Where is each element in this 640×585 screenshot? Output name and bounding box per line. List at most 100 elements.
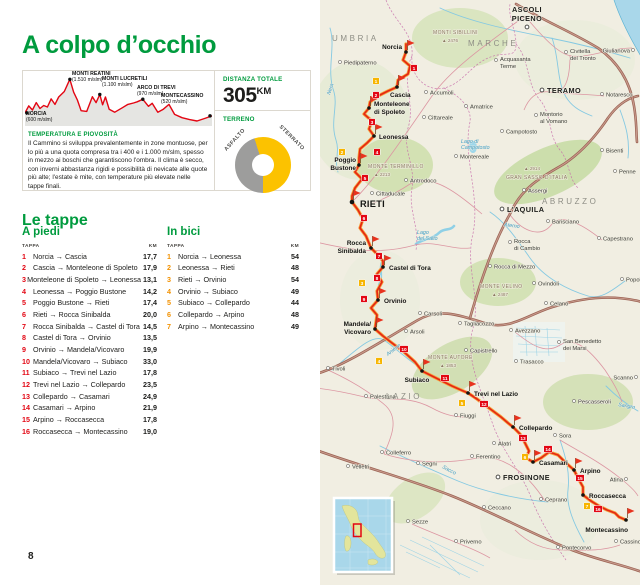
town-marker bbox=[522, 188, 526, 192]
stage-km: 19,0 bbox=[143, 426, 157, 436]
route-stop-label: di Spoleto bbox=[374, 109, 405, 116]
route-stop-dot bbox=[367, 106, 371, 110]
elevation-dots bbox=[25, 77, 212, 118]
walking-stage-badge-number: 14 bbox=[545, 447, 551, 453]
town-label: Popoli bbox=[626, 278, 640, 284]
town-marker bbox=[509, 328, 513, 332]
stage-route: Roccasecca → Montecassino bbox=[33, 426, 128, 436]
stage-km: 17,8 bbox=[143, 368, 157, 378]
town-label: Avezzano bbox=[515, 329, 540, 335]
roads-layer bbox=[320, 15, 639, 559]
stage-number: 4 bbox=[167, 286, 171, 296]
stage-row: 6 Rieti → Rocca Sinibalda 20,0 bbox=[22, 310, 157, 322]
stage-route: Rieti → Orvinio bbox=[178, 274, 227, 284]
walking-stage-badge-number: 9 bbox=[363, 297, 366, 303]
stage-row: 1 Norcia → Cascia 17,7 bbox=[22, 252, 157, 264]
town-label: Colleferro bbox=[386, 451, 411, 457]
town-marker bbox=[454, 154, 458, 158]
route-stop-dot bbox=[373, 327, 377, 331]
town-label: Montorio bbox=[540, 112, 563, 118]
stage-route: Orvinio → Subiaco bbox=[178, 286, 238, 296]
stage-flag-icon bbox=[375, 124, 383, 130]
stage-route: Arpino → Roccasecca bbox=[33, 415, 105, 425]
stage-route: Subiaco → Trevi nel Lazio bbox=[33, 368, 117, 378]
route-stop-dot bbox=[372, 134, 376, 138]
stage-flag-icon bbox=[353, 190, 361, 196]
town-label: Velletri bbox=[352, 465, 369, 471]
route-stop-label: Poggio bbox=[334, 157, 356, 164]
stage-row: 6 Collepardo → Arpino 48 bbox=[167, 310, 299, 322]
town-label: Rocca bbox=[514, 239, 531, 245]
town-marker bbox=[534, 113, 538, 117]
town-label: Penne bbox=[619, 170, 636, 176]
stage-route: Collepardo → Arpino bbox=[178, 309, 245, 319]
route-stop-label: Subiaco bbox=[405, 377, 430, 384]
cycling-stage-badge bbox=[375, 357, 383, 365]
town-label: Segni bbox=[422, 462, 437, 468]
stage-row: 16 Roccasecca → Montecassino 19,0 bbox=[22, 427, 157, 439]
cycling-stage-badge-number: 4 bbox=[378, 359, 381, 365]
stage-number: 5 bbox=[22, 298, 26, 308]
town-marker bbox=[424, 90, 428, 94]
town-marker bbox=[597, 236, 601, 240]
walking-stage-badge-number: 2 bbox=[375, 93, 378, 99]
route-stop-label: Mandela/ bbox=[344, 321, 372, 328]
stage-flag-icon bbox=[575, 458, 583, 464]
water-label: Campotosto bbox=[461, 145, 490, 151]
route-stop-label: Castel di Tora bbox=[389, 265, 431, 272]
terrain-section: TERRENO ASFALTO STERRATO bbox=[215, 111, 310, 193]
elevation-point-dot bbox=[68, 77, 72, 82]
cycling-stage-badge bbox=[358, 279, 366, 287]
walking-stage-badge bbox=[360, 214, 368, 222]
town-label: Antrodoco bbox=[410, 179, 436, 185]
stage-km: 33,0 bbox=[143, 356, 157, 366]
town-label: Carsoli bbox=[424, 312, 442, 318]
town-marker bbox=[539, 497, 543, 501]
town-marker bbox=[508, 240, 512, 244]
route-stop-label: Sinibalda bbox=[338, 248, 367, 255]
region-label: UMBRIA bbox=[332, 34, 379, 43]
route-stop-dot bbox=[395, 85, 399, 89]
town-marker bbox=[422, 115, 426, 119]
stage-km: 17,9 bbox=[143, 263, 157, 273]
walking-stage-badge bbox=[410, 64, 418, 72]
cycling-stage-badge bbox=[583, 502, 591, 510]
cycling-stage-badge-number: 7 bbox=[586, 504, 589, 510]
stage-flag-icon bbox=[370, 96, 378, 102]
stage-route: Casamari → Arpino bbox=[33, 403, 96, 413]
mountain-label: MONTE TERMINILLO bbox=[368, 164, 424, 170]
stages-heading: Le tappe bbox=[22, 212, 88, 230]
stage-route: Poggio Bustone → Rieti bbox=[33, 298, 110, 308]
stage-km: 19,9 bbox=[143, 345, 157, 354]
col-header-km: KM bbox=[290, 244, 299, 249]
walking-stage-badge bbox=[373, 148, 381, 156]
walking-stage-badge-number: 8 bbox=[376, 276, 379, 282]
distance-heading: DISTANZA TOTALE bbox=[223, 76, 283, 83]
chart-label-montecassino: MONTECASSINO (520 m/slm) bbox=[161, 93, 204, 105]
stage-number: 3 bbox=[167, 274, 171, 284]
stage-flag-icon bbox=[379, 288, 387, 294]
town-label: Trasacco bbox=[520, 360, 544, 366]
cycling-stage-badge bbox=[372, 77, 380, 85]
water-label: Aterno bbox=[503, 222, 520, 230]
water-label: Nera bbox=[326, 83, 335, 96]
walking-stage-badge-number: 4 bbox=[376, 150, 379, 156]
elevation-point-dot bbox=[25, 111, 29, 115]
walking-heading: A piedi bbox=[22, 226, 60, 238]
route-stop-label: Arpino bbox=[580, 468, 601, 475]
town-marker bbox=[338, 60, 342, 64]
page-title: A colpo d’occhio bbox=[22, 30, 217, 59]
walking-stage-badge bbox=[373, 274, 381, 282]
stage-flag-icon bbox=[514, 415, 522, 421]
stage-route: Collepardo → Casamari bbox=[33, 391, 110, 401]
stage-number: 6 bbox=[22, 309, 26, 319]
capital-label: PICENO bbox=[512, 14, 542, 23]
fucino-grid bbox=[515, 325, 563, 357]
town-marker bbox=[557, 340, 561, 344]
walking-stage-badge bbox=[575, 474, 585, 482]
stage-km: 49 bbox=[291, 286, 299, 296]
walking-stage-badge bbox=[543, 445, 553, 453]
walking-stage-badge-number: 11 bbox=[442, 376, 447, 382]
towns-layer bbox=[326, 24, 638, 549]
town-marker bbox=[488, 264, 492, 268]
